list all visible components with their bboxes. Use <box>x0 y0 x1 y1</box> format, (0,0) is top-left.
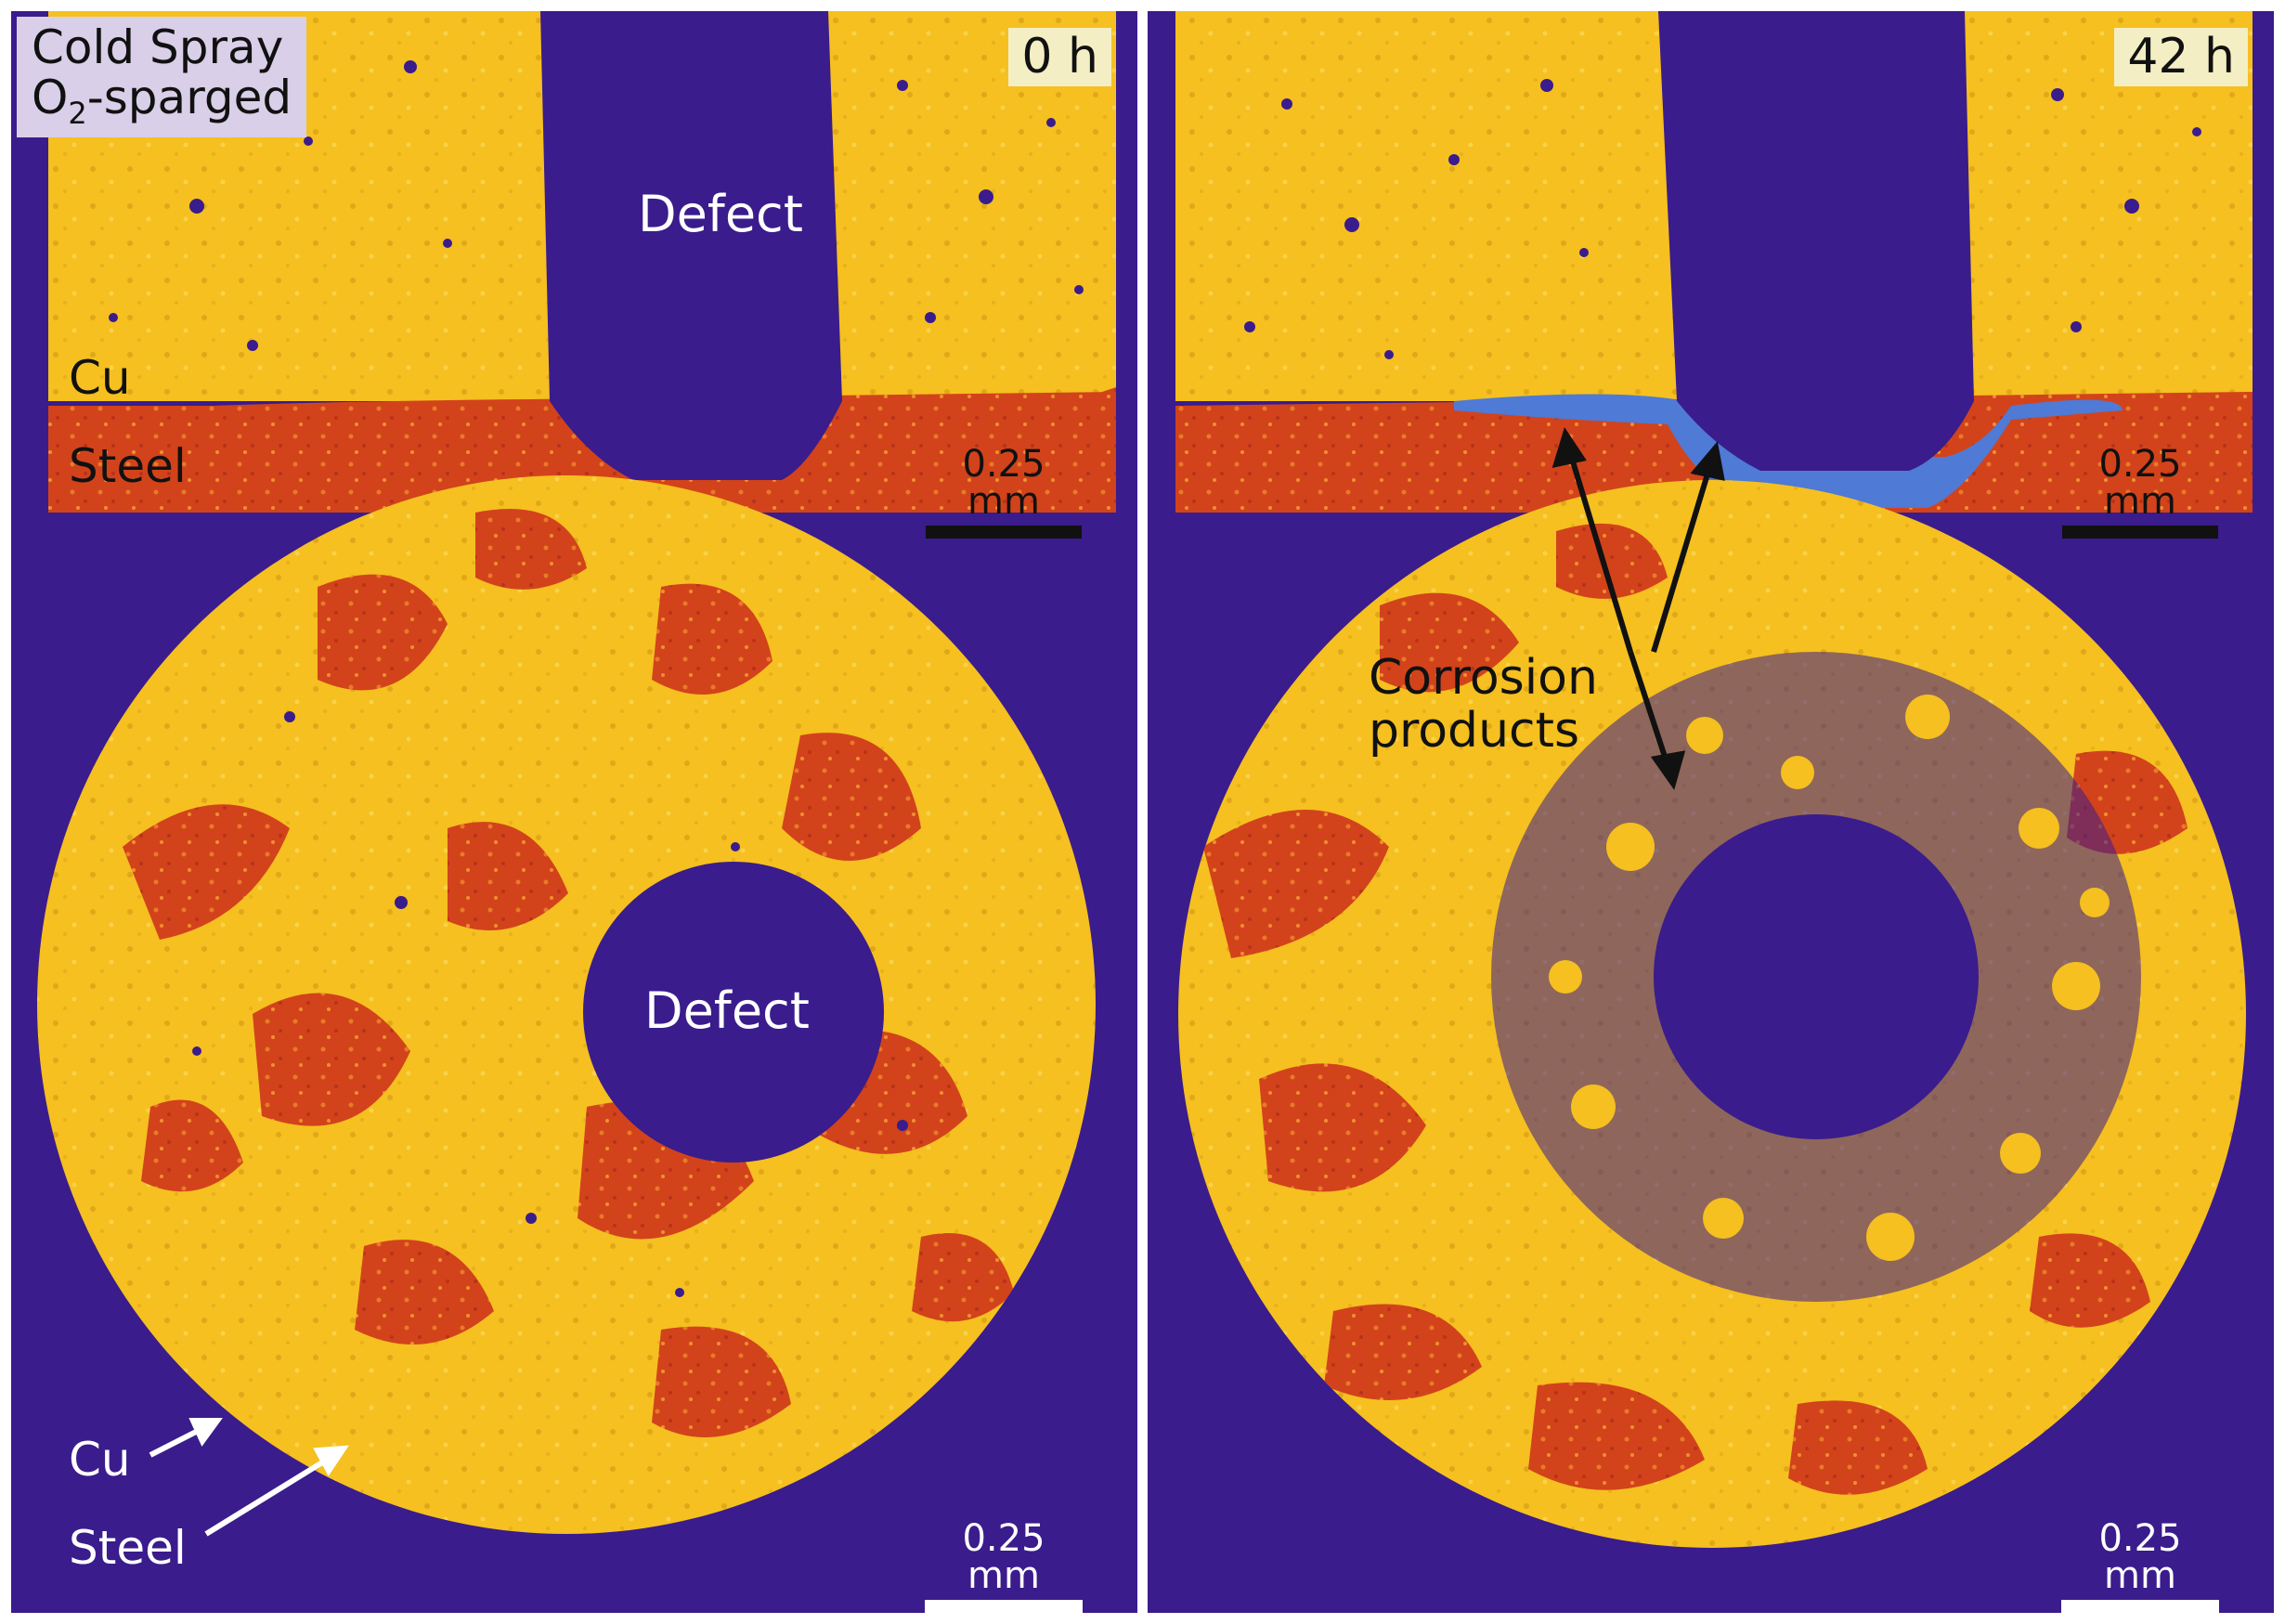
time-label-0h: 0 h <box>1008 28 1111 86</box>
title-line-2: O2-sparged <box>32 71 292 131</box>
scale-bar-top-0h: 0.25 mm <box>926 446 1082 539</box>
corrosion-arrows <box>1551 427 1725 790</box>
steel-label-top: Steel <box>69 439 187 493</box>
defect-hole-42h <box>1654 814 1979 1139</box>
scale-bar-bottom-0h: 0.25 mm <box>925 1520 1083 1613</box>
scale-bar-top-42h: 0.25 mm <box>2062 446 2218 539</box>
panel-0h: Cold Spray O2-sparged 0 h Defect Cu Stee… <box>11 11 1137 1613</box>
cu-label-bottom: Cu <box>69 1433 131 1487</box>
corrosion-band <box>1454 394 2123 508</box>
cu-label-top: Cu <box>69 351 131 405</box>
figure-title: Cold Spray O2-sparged <box>17 17 307 137</box>
steel-label-bottom: Steel <box>69 1521 187 1575</box>
defect-label-top: Defect <box>638 185 803 243</box>
panel-42h: 42 h 0.25 mm Corrosion products 0.25 mm <box>1148 11 2274 1613</box>
title-line-1: Cold Spray <box>32 20 284 74</box>
disc-section-0h <box>37 475 1096 1534</box>
defect-label-bottom: Defect <box>644 981 810 1040</box>
micrograph-42h <box>1148 11 2274 1548</box>
cross-section-42h <box>1148 11 2274 518</box>
corrosion-label: Corrosion products <box>1369 650 1598 760</box>
cross-section-0h <box>11 11 1137 518</box>
cu-steel-arrows <box>149 1418 349 1537</box>
time-label-42h: 42 h <box>2114 28 2248 86</box>
defect-hole-0h <box>583 862 884 1163</box>
disc-section-42h <box>1178 480 2246 1548</box>
micrograph-0h <box>11 11 1137 1537</box>
scale-bar-bottom-42h: 0.25 mm <box>2061 1520 2219 1613</box>
